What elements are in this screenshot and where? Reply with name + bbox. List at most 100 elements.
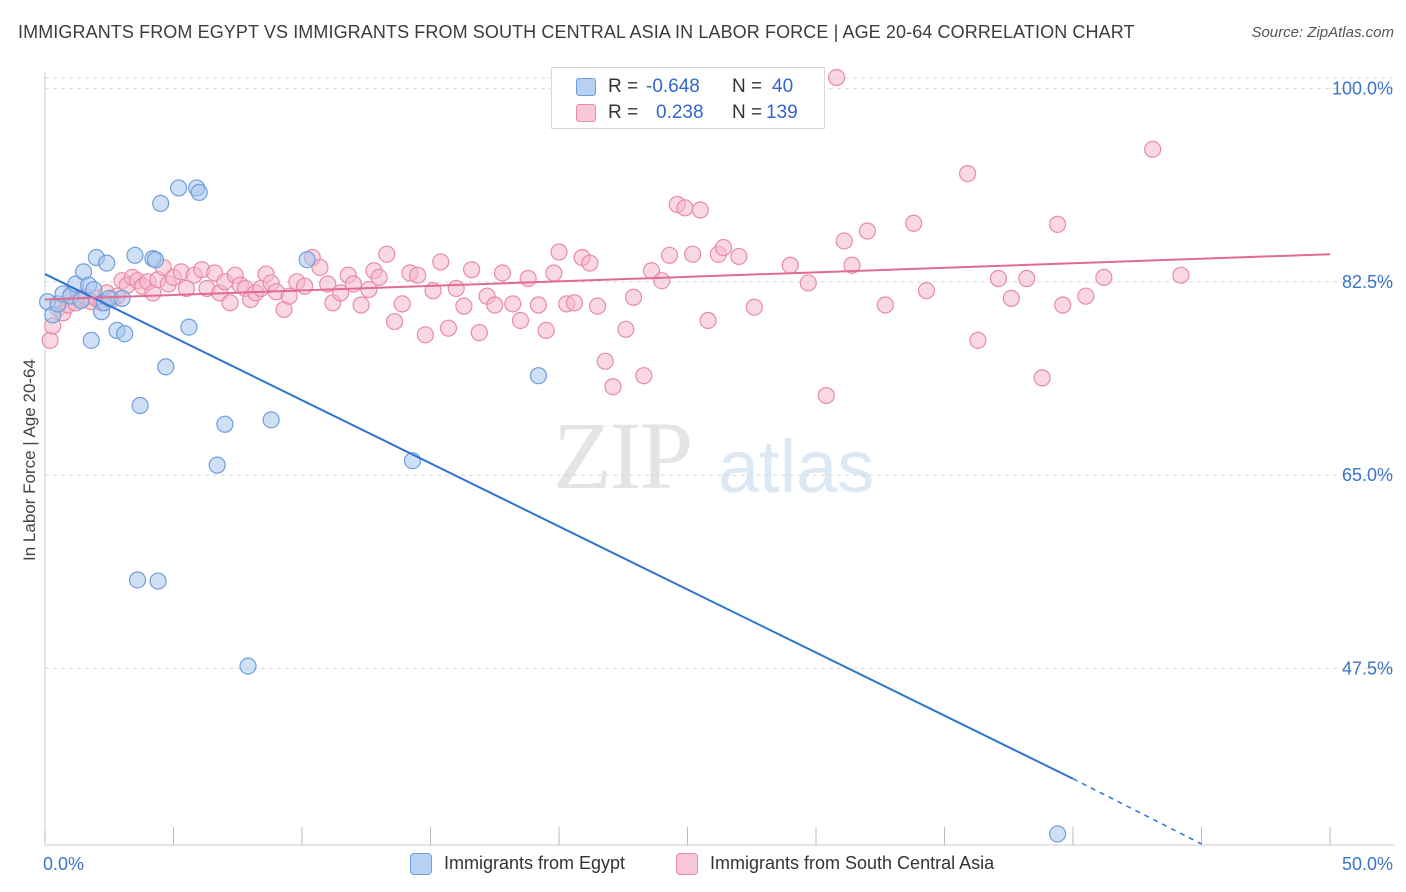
series-legend: Immigrants from Egypt Immigrants from So… (0, 852, 1406, 878)
r-value-sca: 0.238 (656, 102, 704, 123)
sca-point (959, 164, 977, 183)
egypt-point (98, 254, 116, 272)
sca-point (439, 319, 458, 337)
egypt-point (116, 325, 134, 343)
sca-point (817, 386, 835, 405)
sca-point (545, 264, 563, 282)
sca-point (604, 378, 622, 396)
sca-point (295, 277, 314, 295)
sca-point (827, 68, 846, 87)
n-label: N = (732, 102, 763, 123)
sca-point (745, 298, 763, 316)
egypt-point (208, 456, 226, 474)
sca-point (1077, 287, 1095, 305)
watermark-atlas: atlas (718, 425, 875, 508)
sca-point (280, 287, 298, 305)
sca-point (676, 199, 694, 217)
n-value-sca: 139 (766, 102, 798, 123)
sca-point (447, 279, 465, 298)
n-label: N = (732, 76, 763, 97)
sca-point (1033, 369, 1051, 387)
egypt-point (1048, 825, 1067, 843)
egypt-point (239, 657, 257, 675)
r-value-egypt: -0.648 (646, 76, 700, 97)
sca-point (493, 264, 512, 282)
sca-point (463, 261, 481, 279)
sca-point (470, 324, 488, 342)
x-tick-label: 50.0% (1342, 854, 1393, 874)
egypt-point (216, 415, 234, 433)
egypt-point (82, 331, 100, 349)
sca-point (588, 297, 607, 315)
r-label: R = (608, 76, 639, 97)
egypt-point (529, 367, 548, 385)
sca-point (385, 312, 404, 331)
egypt-trend-extension (1072, 778, 1202, 845)
trend-lines (44, 253, 1331, 845)
sca-point (565, 294, 584, 312)
sca-point (41, 331, 59, 349)
sca-point (684, 245, 702, 263)
egypt-point (157, 358, 175, 376)
sca-point (511, 311, 530, 330)
sca-point (905, 214, 923, 232)
sca-point (1172, 266, 1190, 284)
sca-point (311, 258, 329, 277)
sca-point (617, 320, 635, 338)
egypt-swatch (576, 78, 596, 96)
egypt-point (262, 411, 280, 429)
sca-point (714, 238, 733, 257)
sca-point (635, 367, 653, 385)
y-tick-label: 47.5% (1342, 658, 1393, 678)
sca-point (455, 297, 473, 315)
y-tick-label: 65.0% (1342, 465, 1393, 485)
chart-title: IMMIGRANTS FROM EGYPT VS IMMIGRANTS FROM… (18, 22, 1135, 42)
sca-point (1144, 140, 1162, 158)
sca-point (989, 269, 1008, 288)
sca-point (781, 256, 799, 274)
sca-point (319, 275, 337, 293)
sca-point (843, 256, 861, 274)
sca-legend-swatch (676, 853, 698, 875)
sca-point (378, 245, 396, 263)
sca-point (730, 247, 748, 266)
legend-label-sca: Immigrants from South Central Asia (710, 853, 995, 873)
sca-point (691, 201, 709, 219)
y-tick-label: 100.0% (1332, 79, 1393, 99)
sca-trend-line (44, 253, 1331, 301)
egypt-trend-line (44, 273, 1074, 780)
sca-point (550, 243, 568, 261)
sca-point (969, 331, 987, 349)
sca-point (835, 232, 853, 250)
sca-point (699, 311, 717, 330)
sca-point (1002, 289, 1020, 307)
egypt-point (131, 396, 149, 415)
sca-point (537, 321, 555, 340)
sca-point (393, 295, 411, 313)
sca-point (1018, 269, 1036, 288)
sca-point (624, 288, 643, 306)
sca-point (486, 296, 504, 314)
sca-point (596, 352, 614, 370)
egypt-legend-swatch (410, 853, 432, 875)
egypt-point (180, 318, 198, 336)
source-label: Source: ZipAtlas.com (1251, 24, 1394, 41)
legend-label-egypt: Immigrants from Egypt (444, 853, 626, 873)
sca-point (352, 296, 370, 314)
sca-point (221, 294, 239, 312)
sca-swatch (576, 104, 596, 122)
egypt-point (152, 194, 170, 213)
sca-point (1095, 268, 1113, 286)
sca-point (519, 269, 537, 288)
egypt-point (190, 183, 208, 201)
egypt-point (146, 251, 165, 269)
sca-point (360, 280, 378, 299)
sca-point (653, 272, 671, 290)
sca-point (504, 295, 522, 313)
sca-point (529, 296, 548, 314)
x-tick-label: 0.0% (43, 854, 84, 874)
egypt-point (149, 572, 167, 590)
sca-point (876, 296, 894, 314)
egypt-point (126, 246, 144, 264)
